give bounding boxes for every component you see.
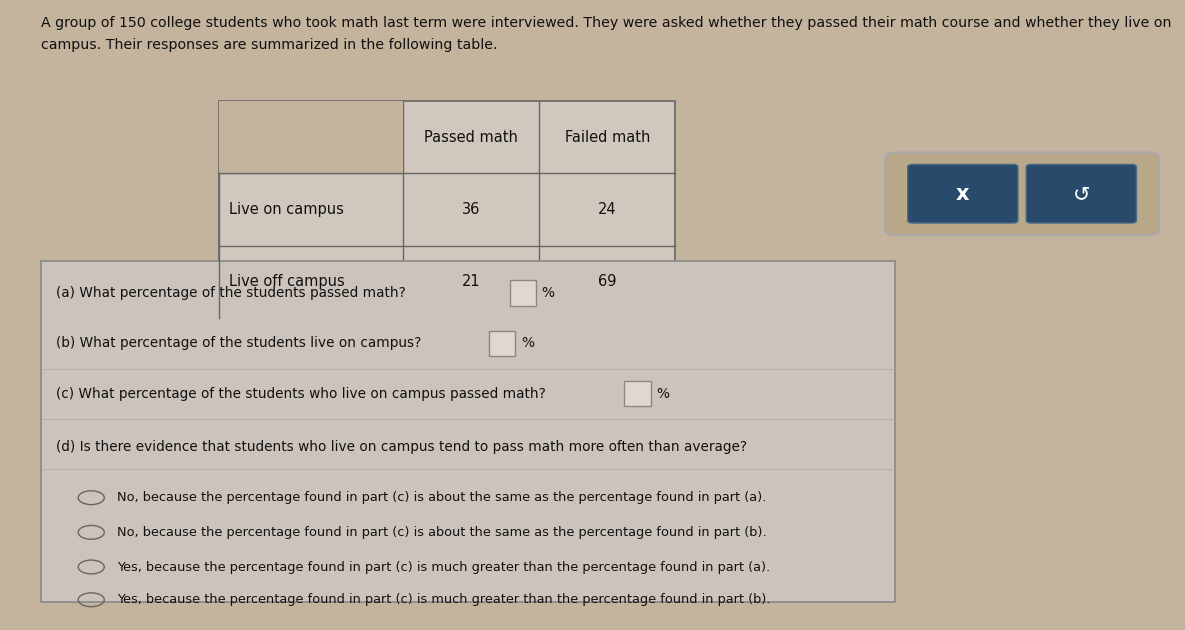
FancyBboxPatch shape <box>624 381 651 406</box>
FancyBboxPatch shape <box>1026 164 1136 223</box>
Text: Live on campus: Live on campus <box>229 202 344 217</box>
FancyBboxPatch shape <box>489 331 515 356</box>
FancyBboxPatch shape <box>510 280 536 306</box>
Text: (d) Is there evidence that students who live on campus tend to pass math more of: (d) Is there evidence that students who … <box>56 440 747 454</box>
Text: %: % <box>656 387 670 401</box>
Text: No, because the percentage found in part (c) is about the same as the percentage: No, because the percentage found in part… <box>117 491 767 504</box>
Text: campus. Their responses are summarized in the following table.: campus. Their responses are summarized i… <box>41 38 498 52</box>
Text: ↺: ↺ <box>1072 184 1090 203</box>
Text: Passed math: Passed math <box>424 130 518 144</box>
Text: Yes, because the percentage found in part (c) is much greater than the percentag: Yes, because the percentage found in par… <box>117 593 770 606</box>
Text: 21: 21 <box>462 275 480 289</box>
Text: (b) What percentage of the students live on campus?: (b) What percentage of the students live… <box>56 336 421 350</box>
Text: Failed math: Failed math <box>564 130 651 144</box>
Text: Live off campus: Live off campus <box>229 275 345 289</box>
FancyBboxPatch shape <box>41 261 895 602</box>
Text: 24: 24 <box>598 202 616 217</box>
FancyBboxPatch shape <box>219 101 675 318</box>
Text: 36: 36 <box>462 202 480 217</box>
Text: 69: 69 <box>598 275 616 289</box>
Text: (a) What percentage of the students passed math?: (a) What percentage of the students pass… <box>56 286 405 300</box>
Text: (c) What percentage of the students who live on campus passed math?: (c) What percentage of the students who … <box>56 387 545 401</box>
Text: %: % <box>542 286 555 300</box>
Text: No, because the percentage found in part (c) is about the same as the percentage: No, because the percentage found in part… <box>117 526 767 539</box>
FancyBboxPatch shape <box>885 152 1159 235</box>
Text: x: x <box>956 184 969 203</box>
FancyBboxPatch shape <box>219 101 403 173</box>
Text: %: % <box>521 336 534 350</box>
Text: Yes, because the percentage found in part (c) is much greater than the percentag: Yes, because the percentage found in par… <box>117 561 770 573</box>
Text: A group of 150 college students who took math last term were interviewed. They w: A group of 150 college students who took… <box>41 16 1172 30</box>
FancyBboxPatch shape <box>908 164 1018 223</box>
